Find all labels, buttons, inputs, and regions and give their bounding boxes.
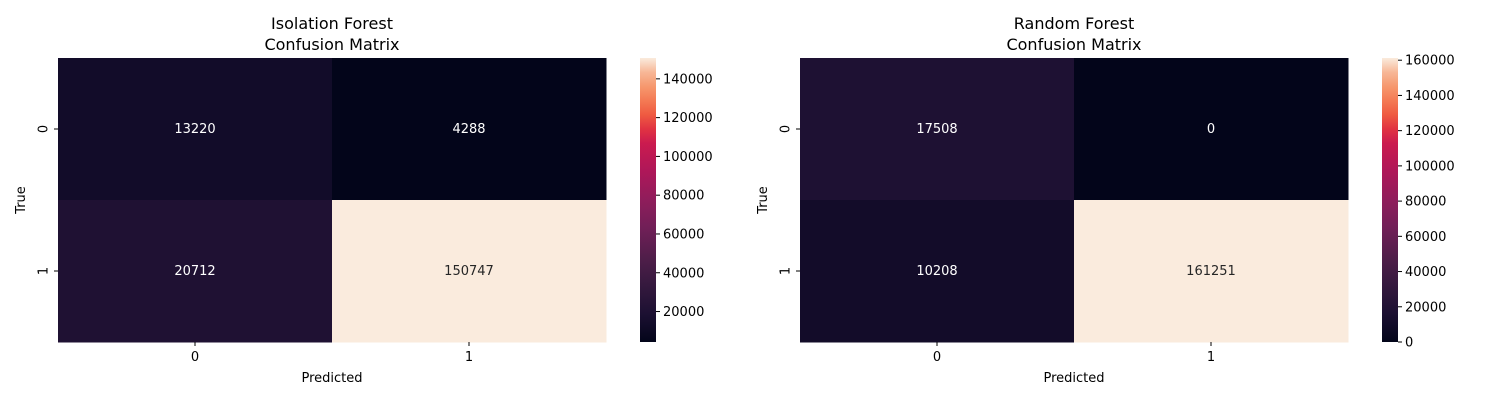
colorbar-tick-label-3: 60000 xyxy=(1405,230,1446,245)
colorbar xyxy=(640,58,656,342)
colorbar-ticks: 0 20000 40000 60000 80000 100000 120000 140000 1… xyxy=(1398,54,1455,351)
y-tick-label-1: 1 xyxy=(779,267,794,275)
x-tick-label-0: 0 xyxy=(191,350,199,365)
chart-title-line-2: Confusion Matrix xyxy=(264,35,399,54)
colorbar-tick-label-2: 60000 xyxy=(663,227,704,242)
colorbar-tick-label-0: 0 xyxy=(1405,336,1413,351)
x-axis-label: Predicted xyxy=(1043,371,1104,386)
heatmap-cell-r1-c0 xyxy=(58,200,333,343)
colorbar-tick-label-1: 40000 xyxy=(663,266,704,281)
heatmap-cells: 17508 0 10208 161251 xyxy=(800,58,1349,343)
heatmap-panel-random-forest: Random Forest Confusion Matrix 17508 0102… xyxy=(756,14,1455,386)
colorbar-tick-label-7: 140000 xyxy=(1405,89,1455,104)
heatmap-cell-r0-c1 xyxy=(1074,58,1349,201)
cell-value-label-r1-c0: 20712 xyxy=(174,264,215,279)
heatmap-cell-r0-c0 xyxy=(58,58,333,201)
colorbar-tick-label-3: 80000 xyxy=(663,189,704,204)
cell-value-label-r1-c1: 150747 xyxy=(444,264,494,279)
colorbar-tick-label-5: 120000 xyxy=(663,111,713,126)
y-axis-ticks: 01 xyxy=(779,125,800,275)
cell-value-label-r0-c0: 13220 xyxy=(174,122,215,137)
y-tick-label-1: 1 xyxy=(37,267,52,275)
cell-value-label-r0-c1: 0 xyxy=(1207,122,1215,137)
heatmap-cell-r1-c1 xyxy=(332,200,607,343)
x-tick-label-1: 1 xyxy=(465,350,473,365)
heatmap-cell-r1-c1 xyxy=(1074,200,1349,343)
cell-value-label-r0-c0: 17508 xyxy=(916,122,957,137)
colorbar-tick-label-2: 40000 xyxy=(1405,265,1446,280)
cell-value-label-r0-c1: 4288 xyxy=(452,122,485,137)
colorbar-ticks: 20000 40000 60000 80000 100000 120000 140000 xyxy=(656,72,713,320)
chart-title-line-2: Confusion Matrix xyxy=(1006,35,1141,54)
colorbar xyxy=(1382,58,1398,342)
heatmap-cell-r1-c0 xyxy=(800,200,1075,343)
colorbar-tick-label-6: 120000 xyxy=(1405,124,1455,139)
colorbar-tick-label-6: 140000 xyxy=(663,72,713,87)
heatmap-cell-r0-c0 xyxy=(800,58,1075,201)
x-tick-label-0: 0 xyxy=(933,350,941,365)
heatmap-cell-r0-c1 xyxy=(332,58,607,201)
colorbar-tick-label-4: 100000 xyxy=(663,150,713,165)
y-tick-label-0: 0 xyxy=(37,125,52,133)
colorbar-tick-label-0: 20000 xyxy=(663,305,704,320)
x-tick-label-1: 1 xyxy=(1207,350,1215,365)
y-axis-label: True xyxy=(14,186,29,215)
chart-title-line-1: Random Forest xyxy=(1014,14,1134,33)
x-axis-label: Predicted xyxy=(301,371,362,386)
y-tick-label-0: 0 xyxy=(779,125,794,133)
colorbar-tick-label-4: 80000 xyxy=(1405,195,1446,210)
heatmap-cells: 13220 4288 20712 150747 xyxy=(58,58,607,343)
colorbar-tick-label-1: 20000 xyxy=(1405,300,1446,315)
cell-value-label-r1-c1: 161251 xyxy=(1186,264,1236,279)
cell-value-label-r1-c0: 10208 xyxy=(916,264,957,279)
heatmap-panel-isolation-forest: Isolation Forest Confusion Matrix 13220 4… xyxy=(14,14,713,386)
y-axis-ticks: 01 xyxy=(37,125,58,275)
colorbar-tick-label-8: 160000 xyxy=(1405,54,1455,69)
chart-title-line-1: Isolation Forest xyxy=(271,14,393,33)
y-axis-label: True xyxy=(756,186,771,215)
colorbar-tick-label-5: 100000 xyxy=(1405,159,1455,174)
